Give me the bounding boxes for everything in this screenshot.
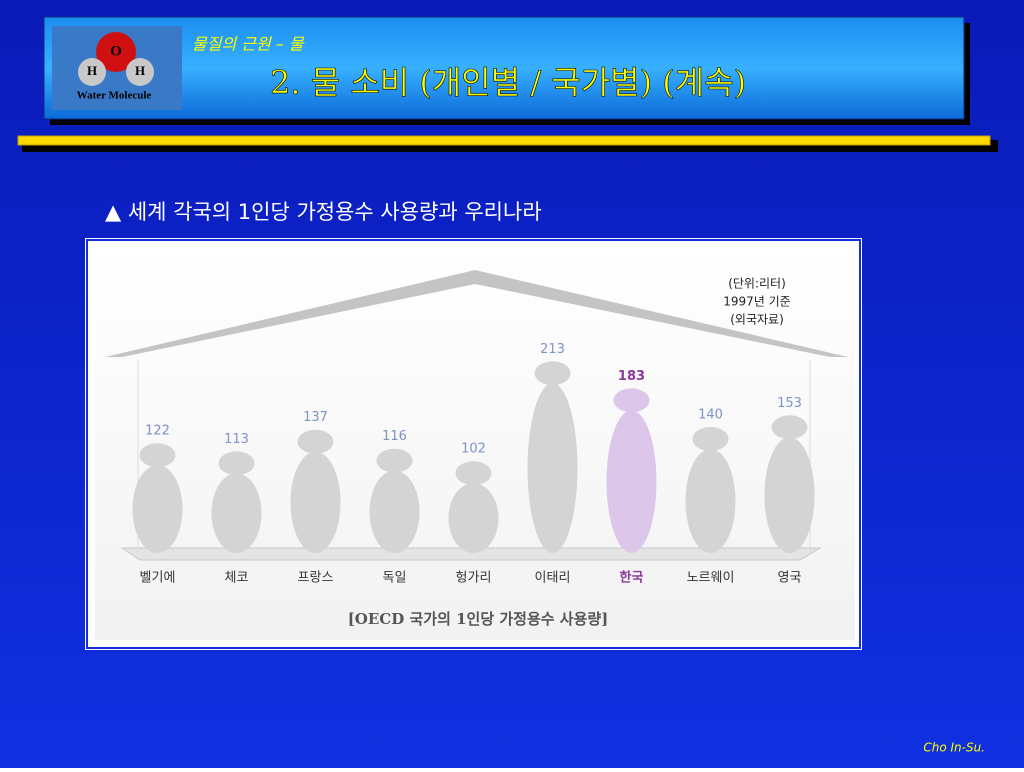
- figure: [448, 461, 499, 554]
- value-label: 153: [777, 396, 802, 411]
- logo-text: H: [135, 63, 145, 78]
- figure: [369, 448, 420, 554]
- value-label: 137: [303, 410, 328, 425]
- value-label: 102: [461, 442, 486, 457]
- chart-caption: [OECD 국가의 1인당 가정용수 사용량]: [348, 610, 609, 628]
- x-tick-label: 독일: [383, 571, 407, 586]
- section-label: 물질의 근원 – 물: [192, 35, 305, 54]
- figure: [606, 388, 657, 553]
- hydrogen: [126, 58, 154, 86]
- x-tick-label: 체코: [225, 571, 249, 586]
- logo-text: H: [87, 63, 97, 78]
- footer: Cho In-Su.: [923, 741, 985, 755]
- hydrogen: [78, 58, 106, 86]
- x-tick-label: 벨기에: [140, 571, 176, 586]
- x-tick-label: 프랑스: [298, 571, 334, 586]
- chart-panel: [95, 248, 855, 640]
- x-tick-label: 이태리: [535, 571, 571, 586]
- figure: [764, 415, 815, 554]
- logo-text: O: [110, 43, 122, 59]
- x-tick-label: 영국: [778, 571, 802, 586]
- value-label: 140: [698, 408, 723, 423]
- figure: [290, 429, 341, 553]
- figure: [527, 361, 578, 553]
- value-label: 122: [145, 424, 170, 439]
- figure: [685, 427, 736, 553]
- subtitle: ▲ 세계 각국의 1인당 가정용수 사용량과 우리나라: [105, 200, 542, 224]
- rule: [17, 135, 991, 146]
- figure: [211, 451, 262, 553]
- oxygen: [96, 32, 136, 72]
- slide-title: 2. 물 소비 (개인별 / 국가별) (계속): [270, 64, 746, 102]
- figure: [132, 443, 183, 553]
- floor: [120, 547, 822, 561]
- chart-note: 1997년 기준: [723, 295, 790, 309]
- value-label: 116: [382, 429, 407, 444]
- logo-caption: Water Molecule: [77, 90, 152, 102]
- x-tick-label: 노르웨이: [687, 571, 735, 586]
- value-label: 113: [224, 432, 249, 447]
- frame-border: [86, 239, 861, 649]
- header-box: [43, 16, 965, 120]
- x-tick-label: 헝가리: [456, 571, 492, 586]
- value-label: 183: [618, 369, 645, 384]
- x-tick-label: 한국: [620, 570, 644, 586]
- chart-note: (외국자료): [730, 313, 784, 327]
- value-label: 213: [540, 342, 565, 357]
- chart-note: (단위:리터): [728, 277, 786, 291]
